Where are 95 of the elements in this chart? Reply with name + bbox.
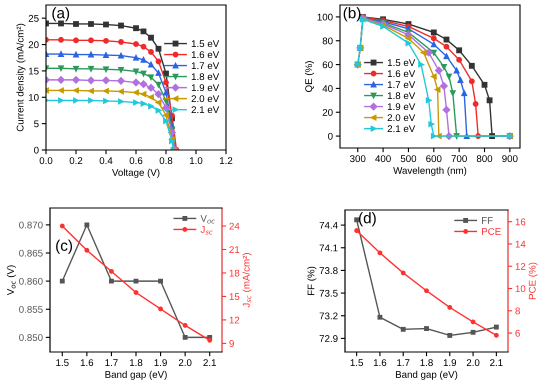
y2-tick-label: 24: [229, 222, 240, 230]
x-tick-label: 1.7: [397, 359, 410, 366]
y-axis-title: V$_{oc}$ (V): [6, 265, 16, 296]
y-tick-label: 72.9: [320, 335, 338, 342]
y-axis-title: FF (%): [307, 266, 316, 296]
annotation: (d): [358, 212, 376, 226]
y-tick-label: 20: [28, 41, 39, 48]
x-tick-label: 0.8: [160, 157, 172, 164]
legend-label: 1.7 eV: [388, 81, 416, 88]
x-tick-label: 0.4: [100, 157, 112, 164]
x-tick-label: 2.1: [203, 359, 216, 366]
legend-label: 1.9 eV: [388, 103, 416, 110]
x-tick-label: 1.6: [80, 359, 94, 366]
x-tick-label: 1.6: [374, 359, 386, 366]
legend-label: 1.6 eV: [388, 70, 416, 78]
legend-label: PCE: [482, 228, 501, 235]
legend-label: FF: [482, 217, 493, 224]
x-tick-label: 1.0: [190, 157, 202, 164]
x-tick-label: 600: [426, 155, 442, 162]
y-tick-label: 73.5: [320, 290, 338, 297]
y-tick-label: 73.2: [320, 312, 338, 320]
legend-label: 2.0 eV: [388, 114, 416, 122]
x-tick-label: 2.0: [178, 359, 192, 366]
x-tick-label: 0.6: [130, 157, 142, 164]
x-tick-label: 1.8: [420, 359, 433, 366]
y2-tick-label: 16: [516, 218, 526, 226]
y2-tick-label: 6: [515, 330, 520, 337]
x-tick-label: 300: [350, 155, 366, 162]
y2-tick-label: 12: [230, 316, 240, 324]
x-tick-label: 700: [452, 155, 467, 162]
y-tick-label: 0.855: [19, 306, 43, 313]
x-tick-label: 1.9: [444, 359, 456, 366]
y2-tick-label: 9: [229, 340, 234, 348]
y2-tick-label: 15: [230, 293, 240, 300]
y-tick-label: 10: [28, 94, 39, 101]
x-axis-title: Wavelength (nm): [393, 166, 466, 176]
y2-axis-title: J$_{sc}$ (mA/cm²): [242, 253, 252, 308]
legend-label: 1.7 eV: [192, 62, 220, 70]
y-tick-label: 40: [322, 85, 333, 92]
x-axis-title: Band gap (eV): [396, 370, 458, 380]
y2-tick-label: 14: [516, 240, 526, 248]
x-tick-label: 1.5: [350, 359, 363, 366]
annotation: (a): [52, 7, 70, 22]
y-tick-label: 0.860: [19, 278, 43, 285]
legend-label: 2.1 eV: [388, 125, 416, 132]
x-axis-title: Band gap (eV): [105, 370, 167, 380]
legend-label: 1.5 eV: [192, 40, 220, 48]
x-tick-label: 2.1: [490, 359, 503, 366]
y-tick-label: 74.1: [320, 244, 338, 252]
y-tick-label: 25: [28, 14, 39, 22]
y-tick-label: 80: [322, 37, 333, 44]
y2-tick-label: 18: [230, 270, 240, 277]
x-tick-label: 1.8: [130, 359, 142, 366]
y-tick-label: 0: [34, 146, 39, 154]
y-tick-label: 100: [318, 14, 333, 21]
y-tick-label: 0.850: [19, 334, 43, 341]
legend-label: 1.6 eV: [192, 51, 220, 58]
x-tick-label: 1.2: [220, 157, 232, 164]
y2-tick-label: 21: [229, 246, 240, 253]
y-tick-label: 5: [34, 120, 39, 128]
x-tick-label: 1.7: [105, 359, 118, 366]
x-tick-label: 0.0: [40, 157, 52, 164]
y-tick-label: 60: [322, 61, 333, 68]
x-tick-label: 0.2: [70, 157, 82, 164]
x-axis-title: Voltage (V): [112, 168, 160, 178]
x-tick-label: 500: [400, 155, 416, 162]
x-tick-label: 1.5: [56, 359, 69, 366]
y-tick-label: 73.8: [320, 267, 338, 274]
y-tick-label: 0: [328, 132, 333, 140]
y-axis-title: QE (%): [304, 61, 314, 92]
y-tick-label: 0.865: [19, 250, 43, 257]
y2-axis-title: PCE (%): [528, 262, 538, 300]
annotation: (b): [344, 7, 360, 22]
legend-label: 1.8 eV: [192, 73, 220, 80]
y-tick-label: 20: [322, 108, 333, 116]
legend-label: 1.8 eV: [388, 92, 416, 100]
x-tick-label: 2.0: [466, 359, 480, 366]
legend-label: J$_{sc}$: [200, 226, 213, 235]
y2-tick-label: 8: [515, 308, 520, 314]
legend-label: 1.5 eV: [388, 59, 416, 66]
y-tick-label: 15: [28, 68, 39, 75]
x-tick-label: 800: [476, 155, 492, 162]
x-tick-label: 1.9: [154, 359, 167, 366]
annotation: (c): [56, 240, 72, 254]
y-tick-label: 0.870: [19, 222, 43, 228]
y2-tick-label: 10: [516, 285, 526, 292]
x-tick-label: 400: [375, 155, 391, 162]
x-tick-label: 900: [502, 155, 518, 162]
y-axis-title: Current density (mA/cm²): [16, 24, 26, 132]
legend-label: V$_{oc}$: [200, 215, 215, 224]
legend-label: 1.9 eV: [192, 84, 220, 92]
legend-label: 2.1 eV: [192, 106, 220, 114]
legend-label: 2.0 eV: [192, 95, 220, 102]
y-tick-label: 74.4: [320, 222, 338, 229]
y2-tick-label: 12: [516, 262, 526, 270]
